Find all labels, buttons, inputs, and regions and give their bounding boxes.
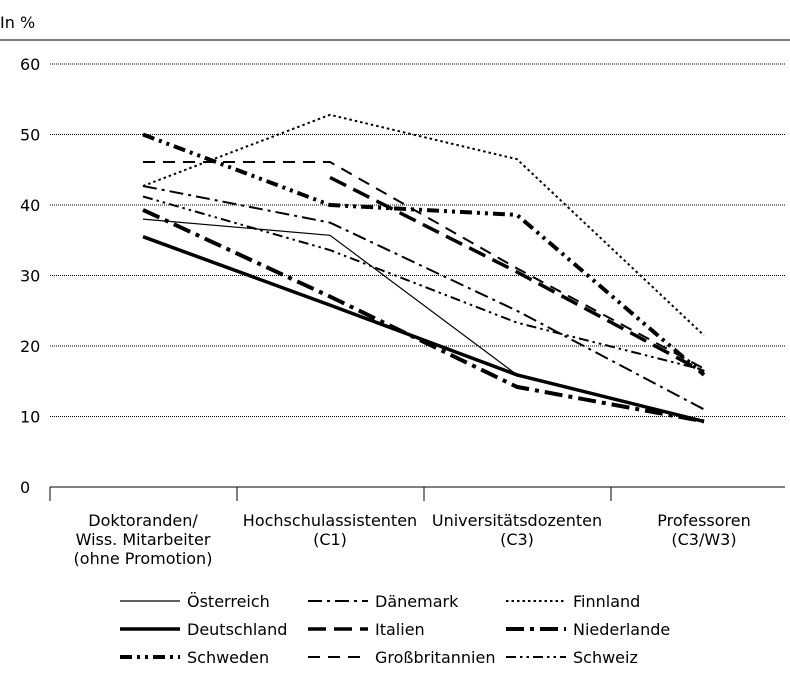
x-tick-label: Doktoranden/Wiss. Mitarbeiter (ohne Promo… [74, 511, 213, 568]
series-line [142, 235, 705, 424]
y-tick-label: 30 [20, 267, 40, 286]
legend-label: Deutschland [187, 620, 287, 639]
series-line [143, 161, 705, 370]
y-tick-label: 50 [20, 126, 40, 145]
legend: Österreich Dänemark Finnland Deutschland Ita… [120, 592, 670, 667]
y-tick-label: 10 [20, 408, 40, 427]
series-line [142, 132, 706, 377]
legend-label: Schweiz [573, 648, 638, 667]
series-line [142, 208, 705, 424]
gridlines [50, 63, 785, 417]
x-axis: Doktoranden/Wiss. Mitarbeiter (ohne Promo… [49, 486, 785, 568]
legend-label: Großbritannien [375, 648, 495, 667]
series-line [329, 175, 705, 374]
legend-label: Niederlande [573, 620, 670, 639]
y-tick-label: 20 [20, 337, 40, 356]
legend-label: Österreich [187, 592, 270, 611]
y-axis-label: In % [0, 13, 35, 32]
x-tick-label: Universitätsdozenten (C3) [432, 511, 602, 549]
x-tick-label: Hochschulassistenten (C1) [243, 511, 417, 549]
series-line [142, 195, 705, 371]
x-tick-label: Professoren (C3/W3) [657, 511, 751, 549]
y-tick-labels: 0 10 20 30 40 50 60 [20, 55, 40, 497]
series-line [142, 113, 705, 337]
series-lines [142, 113, 706, 424]
y-tick-label: 60 [20, 55, 40, 74]
y-tick-label: 40 [20, 196, 40, 215]
series-line [142, 185, 705, 411]
legend-label: Finnland [573, 592, 640, 611]
y-tick-label: 0 [20, 478, 30, 497]
legend-label: Italien [375, 620, 425, 639]
legend-label: Dänemark [375, 592, 459, 611]
legend-label: Schweden [187, 648, 269, 667]
